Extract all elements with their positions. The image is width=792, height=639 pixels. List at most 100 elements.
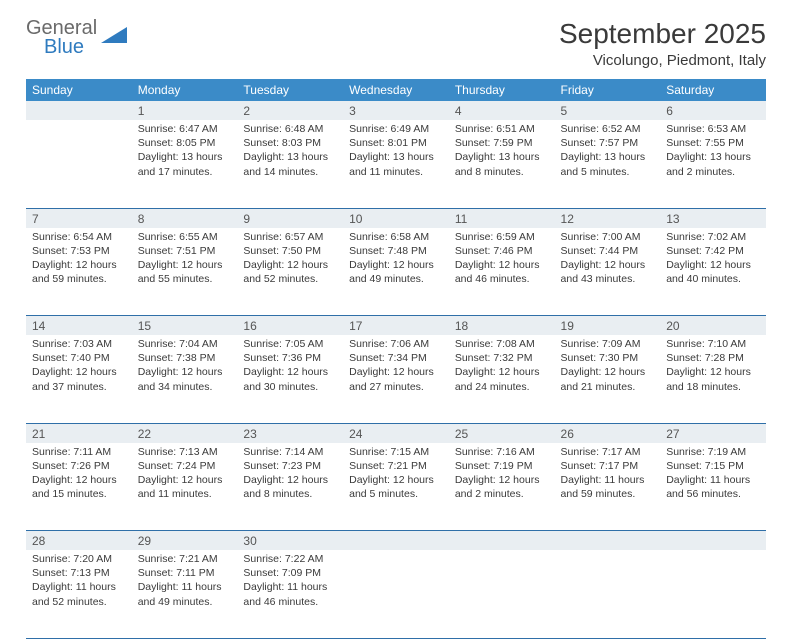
- day-cell: Sunrise: 6:53 AMSunset: 7:55 PMDaylight:…: [660, 120, 766, 208]
- daynum-row: 14151617181920: [26, 316, 766, 336]
- day-details: Sunrise: 7:05 AMSunset: 7:36 PMDaylight:…: [237, 335, 343, 398]
- daynum-row: 21222324252627: [26, 423, 766, 443]
- weekday-header: Thursday: [449, 79, 555, 101]
- day-number: 4: [449, 101, 555, 120]
- day-cell: Sunrise: 7:21 AMSunset: 7:11 PMDaylight:…: [132, 550, 238, 638]
- day-details: Sunrise: 7:10 AMSunset: 7:28 PMDaylight:…: [660, 335, 766, 398]
- daynum-row: 78910111213: [26, 208, 766, 228]
- title-block: September 2025 Vicolungo, Piedmont, Ital…: [559, 18, 766, 69]
- day-number: 11: [449, 209, 555, 228]
- day-details: Sunrise: 7:17 AMSunset: 7:17 PMDaylight:…: [555, 443, 661, 506]
- day-number: 9: [237, 209, 343, 228]
- day-cell: Sunrise: 6:48 AMSunset: 8:03 PMDaylight:…: [237, 120, 343, 208]
- day-details: Sunrise: 7:14 AMSunset: 7:23 PMDaylight:…: [237, 443, 343, 506]
- week-row: Sunrise: 7:03 AMSunset: 7:40 PMDaylight:…: [26, 335, 766, 423]
- day-number-cell: 11: [449, 208, 555, 228]
- day-number: 22: [132, 424, 238, 443]
- weekday-header: Tuesday: [237, 79, 343, 101]
- day-details: Sunrise: 6:55 AMSunset: 7:51 PMDaylight:…: [132, 228, 238, 291]
- day-number-cell: 28: [26, 531, 132, 551]
- logo-text-blue: Blue: [44, 37, 97, 57]
- day-details: Sunrise: 7:16 AMSunset: 7:19 PMDaylight:…: [449, 443, 555, 506]
- day-number-cell: 29: [132, 531, 238, 551]
- day-number-cell: 2: [237, 101, 343, 120]
- day-number: 26: [555, 424, 661, 443]
- day-number: 18: [449, 316, 555, 335]
- day-number-cell: 15: [132, 316, 238, 336]
- day-number-cell: 10: [343, 208, 449, 228]
- day-details: Sunrise: 6:58 AMSunset: 7:48 PMDaylight:…: [343, 228, 449, 291]
- day-number: 29: [132, 531, 238, 550]
- day-cell: Sunrise: 6:54 AMSunset: 7:53 PMDaylight:…: [26, 228, 132, 316]
- day-number-cell: [26, 101, 132, 120]
- day-number: 25: [449, 424, 555, 443]
- day-number-cell: 9: [237, 208, 343, 228]
- day-number: 12: [555, 209, 661, 228]
- day-number-cell: 24: [343, 423, 449, 443]
- day-details: Sunrise: 7:06 AMSunset: 7:34 PMDaylight:…: [343, 335, 449, 398]
- day-cell: Sunrise: 6:57 AMSunset: 7:50 PMDaylight:…: [237, 228, 343, 316]
- day-number: 1: [132, 101, 238, 120]
- day-number-cell: 1: [132, 101, 238, 120]
- weekday-header: Monday: [132, 79, 238, 101]
- day-number: 15: [132, 316, 238, 335]
- day-details: Sunrise: 7:21 AMSunset: 7:11 PMDaylight:…: [132, 550, 238, 613]
- location: Vicolungo, Piedmont, Italy: [559, 52, 766, 69]
- day-number-cell: 20: [660, 316, 766, 336]
- day-cell: Sunrise: 7:14 AMSunset: 7:23 PMDaylight:…: [237, 443, 343, 531]
- day-cell: Sunrise: 6:55 AMSunset: 7:51 PMDaylight:…: [132, 228, 238, 316]
- day-cell: Sunrise: 7:17 AMSunset: 7:17 PMDaylight:…: [555, 443, 661, 531]
- weekday-header: Sunday: [26, 79, 132, 101]
- day-number-cell: 12: [555, 208, 661, 228]
- day-cell: [555, 550, 661, 638]
- day-cell: Sunrise: 6:58 AMSunset: 7:48 PMDaylight:…: [343, 228, 449, 316]
- calendar-table: Sunday Monday Tuesday Wednesday Thursday…: [26, 79, 766, 639]
- weekday-header: Saturday: [660, 79, 766, 101]
- day-number-cell: 4: [449, 101, 555, 120]
- day-details: Sunrise: 7:13 AMSunset: 7:24 PMDaylight:…: [132, 443, 238, 506]
- day-number-cell: 26: [555, 423, 661, 443]
- day-number-cell: [343, 531, 449, 551]
- week-row: Sunrise: 7:20 AMSunset: 7:13 PMDaylight:…: [26, 550, 766, 638]
- day-number: 19: [555, 316, 661, 335]
- day-number: 14: [26, 316, 132, 335]
- day-details: Sunrise: 6:52 AMSunset: 7:57 PMDaylight:…: [555, 120, 661, 183]
- day-number-cell: 27: [660, 423, 766, 443]
- week-row: Sunrise: 7:11 AMSunset: 7:26 PMDaylight:…: [26, 443, 766, 531]
- day-cell: Sunrise: 7:03 AMSunset: 7:40 PMDaylight:…: [26, 335, 132, 423]
- day-details: Sunrise: 7:11 AMSunset: 7:26 PMDaylight:…: [26, 443, 132, 506]
- logo-triangle-icon: [101, 25, 127, 50]
- day-number: 16: [237, 316, 343, 335]
- day-details: Sunrise: 7:03 AMSunset: 7:40 PMDaylight:…: [26, 335, 132, 398]
- day-cell: Sunrise: 7:08 AMSunset: 7:32 PMDaylight:…: [449, 335, 555, 423]
- day-number-cell: [555, 531, 661, 551]
- day-number: 30: [237, 531, 343, 550]
- day-number: 10: [343, 209, 449, 228]
- day-cell: Sunrise: 7:04 AMSunset: 7:38 PMDaylight:…: [132, 335, 238, 423]
- day-cell: Sunrise: 7:22 AMSunset: 7:09 PMDaylight:…: [237, 550, 343, 638]
- day-details: Sunrise: 6:53 AMSunset: 7:55 PMDaylight:…: [660, 120, 766, 183]
- day-number-cell: 22: [132, 423, 238, 443]
- day-number: 6: [660, 101, 766, 120]
- day-cell: Sunrise: 7:15 AMSunset: 7:21 PMDaylight:…: [343, 443, 449, 531]
- day-number-cell: 17: [343, 316, 449, 336]
- week-row: Sunrise: 6:54 AMSunset: 7:53 PMDaylight:…: [26, 228, 766, 316]
- day-number-cell: 8: [132, 208, 238, 228]
- weekday-header: Wednesday: [343, 79, 449, 101]
- weekday-header-row: Sunday Monday Tuesday Wednesday Thursday…: [26, 79, 766, 101]
- day-cell: Sunrise: 7:05 AMSunset: 7:36 PMDaylight:…: [237, 335, 343, 423]
- day-number-cell: [660, 531, 766, 551]
- day-details: Sunrise: 7:15 AMSunset: 7:21 PMDaylight:…: [343, 443, 449, 506]
- day-cell: Sunrise: 7:19 AMSunset: 7:15 PMDaylight:…: [660, 443, 766, 531]
- day-number: 21: [26, 424, 132, 443]
- day-cell: Sunrise: 7:02 AMSunset: 7:42 PMDaylight:…: [660, 228, 766, 316]
- daynum-row: 282930: [26, 531, 766, 551]
- day-details: Sunrise: 7:04 AMSunset: 7:38 PMDaylight:…: [132, 335, 238, 398]
- day-number-cell: 7: [26, 208, 132, 228]
- day-cell: Sunrise: 7:20 AMSunset: 7:13 PMDaylight:…: [26, 550, 132, 638]
- day-details: Sunrise: 7:00 AMSunset: 7:44 PMDaylight:…: [555, 228, 661, 291]
- header: General Blue September 2025 Vicolungo, P…: [26, 18, 766, 69]
- day-number: 13: [660, 209, 766, 228]
- day-number: 8: [132, 209, 238, 228]
- day-number: 5: [555, 101, 661, 120]
